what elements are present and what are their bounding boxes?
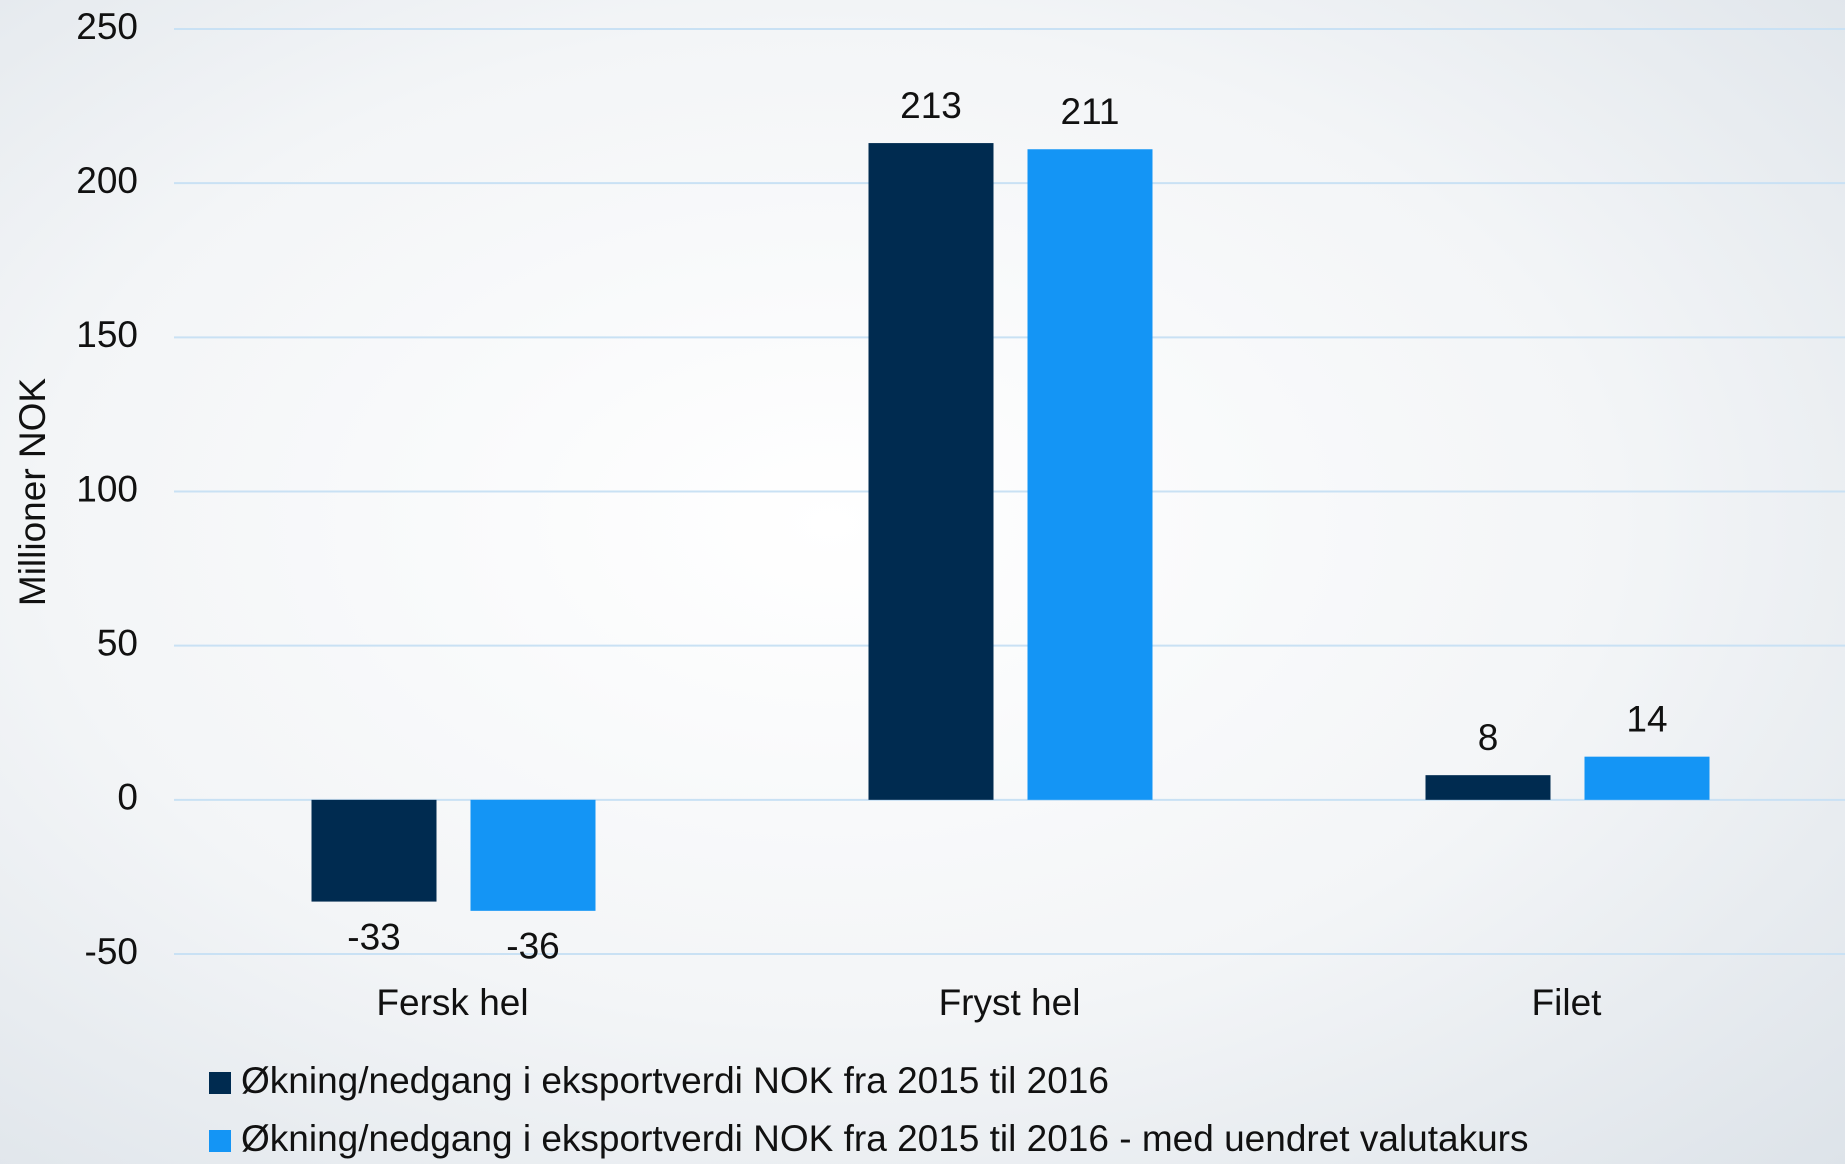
y-tick-label: 150 <box>76 314 138 355</box>
data-label: 213 <box>900 85 962 126</box>
y-tick-label: -50 <box>85 931 138 972</box>
data-label: -36 <box>506 926 559 967</box>
y-tick-label: 50 <box>97 622 138 663</box>
y-tick-label: 0 <box>117 777 138 818</box>
y-tick-label: 100 <box>76 468 138 509</box>
data-label: 14 <box>1626 698 1667 739</box>
legend-swatch <box>209 1130 231 1152</box>
legend-label: Økning/nedgang i eksportverdi NOK fra 20… <box>241 1118 1529 1159</box>
bar <box>470 799 596 911</box>
bar <box>868 143 994 800</box>
data-label: -33 <box>347 916 400 957</box>
data-label: 8 <box>1478 717 1499 758</box>
bar <box>1425 775 1551 800</box>
x-tick-label: Filet <box>1532 982 1603 1023</box>
y-tick-label: 250 <box>76 6 138 47</box>
bar <box>311 799 437 902</box>
y-tick-label: 200 <box>76 160 138 201</box>
bar <box>1027 149 1153 800</box>
data-label: 211 <box>1061 91 1120 132</box>
legend-swatch <box>209 1072 231 1094</box>
legend-label: Økning/nedgang i eksportverdi NOK fra 20… <box>241 1060 1109 1101</box>
y-axis-label: Millioner NOK <box>12 378 53 607</box>
x-tick-label: Fryst hel <box>939 982 1081 1023</box>
bar <box>1584 756 1710 800</box>
x-tick-label: Fersk hel <box>376 982 528 1023</box>
